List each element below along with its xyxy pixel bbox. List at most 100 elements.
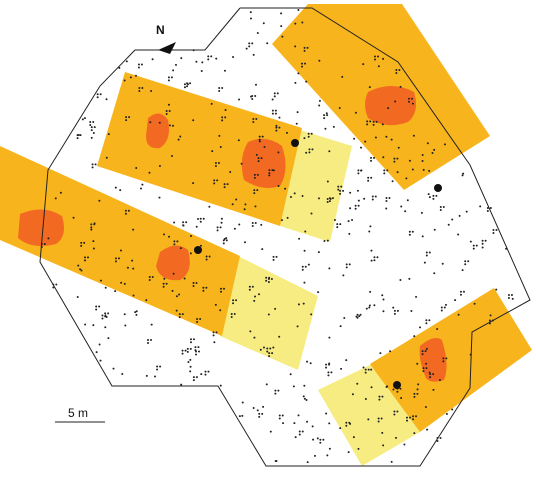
find bbox=[273, 92, 276, 95]
find bbox=[202, 217, 205, 220]
find bbox=[262, 22, 265, 25]
find bbox=[265, 276, 268, 279]
find bbox=[305, 399, 308, 402]
find bbox=[271, 109, 274, 112]
find bbox=[232, 299, 235, 302]
find bbox=[237, 139, 240, 142]
find bbox=[298, 433, 301, 436]
find bbox=[254, 95, 257, 98]
find bbox=[413, 432, 416, 435]
find bbox=[364, 140, 367, 143]
find bbox=[92, 240, 95, 243]
find bbox=[399, 279, 402, 282]
find bbox=[381, 294, 384, 297]
find bbox=[289, 373, 292, 376]
find bbox=[306, 420, 309, 423]
find bbox=[253, 176, 256, 179]
find bbox=[433, 148, 436, 151]
find bbox=[431, 151, 434, 154]
find bbox=[354, 204, 357, 207]
find bbox=[181, 352, 184, 355]
find bbox=[289, 196, 292, 199]
find bbox=[189, 338, 192, 341]
find bbox=[364, 371, 367, 374]
find bbox=[426, 142, 429, 145]
find bbox=[421, 235, 424, 238]
find bbox=[186, 347, 189, 350]
find bbox=[179, 135, 182, 138]
find bbox=[187, 360, 190, 363]
find bbox=[385, 199, 388, 202]
pale-band bbox=[280, 130, 352, 242]
find bbox=[117, 257, 120, 260]
find bbox=[224, 108, 227, 111]
find bbox=[425, 322, 428, 325]
find bbox=[167, 103, 170, 106]
find bbox=[432, 194, 435, 197]
find bbox=[445, 413, 448, 416]
find bbox=[210, 55, 213, 58]
find bbox=[272, 169, 275, 172]
find bbox=[248, 42, 251, 45]
find bbox=[251, 285, 254, 288]
find bbox=[422, 367, 425, 370]
find bbox=[107, 337, 110, 340]
find bbox=[409, 416, 412, 419]
find bbox=[202, 289, 205, 292]
find bbox=[370, 176, 373, 179]
find bbox=[386, 169, 389, 172]
find bbox=[294, 436, 297, 439]
find bbox=[268, 276, 271, 279]
find bbox=[303, 281, 306, 284]
find bbox=[220, 217, 223, 220]
find bbox=[365, 307, 368, 310]
find bbox=[329, 198, 332, 201]
find bbox=[189, 358, 192, 361]
find bbox=[162, 285, 165, 288]
find bbox=[141, 183, 144, 186]
find bbox=[373, 304, 376, 307]
find bbox=[372, 123, 375, 126]
find bbox=[192, 376, 195, 379]
find bbox=[371, 195, 374, 198]
find bbox=[328, 362, 331, 365]
find bbox=[313, 454, 316, 457]
find bbox=[369, 120, 372, 123]
find bbox=[185, 221, 188, 224]
find bbox=[258, 293, 261, 296]
find bbox=[77, 264, 80, 267]
find bbox=[326, 114, 329, 117]
find bbox=[105, 98, 108, 101]
find bbox=[92, 324, 95, 327]
find bbox=[99, 279, 102, 282]
find bbox=[373, 256, 376, 259]
find bbox=[317, 251, 320, 254]
find bbox=[339, 325, 342, 328]
find bbox=[170, 76, 173, 79]
find bbox=[258, 412, 261, 415]
find bbox=[272, 255, 275, 258]
find bbox=[255, 153, 258, 156]
find bbox=[175, 295, 178, 298]
find bbox=[240, 162, 243, 165]
find bbox=[375, 120, 378, 123]
find bbox=[257, 160, 260, 163]
find bbox=[83, 241, 86, 244]
find bbox=[184, 349, 187, 352]
find bbox=[416, 362, 419, 365]
find bbox=[212, 334, 215, 337]
find bbox=[214, 164, 217, 167]
find bbox=[223, 69, 226, 72]
find bbox=[52, 286, 55, 289]
find bbox=[132, 294, 135, 297]
find bbox=[252, 407, 255, 410]
find bbox=[393, 410, 396, 413]
find bbox=[196, 320, 199, 323]
find bbox=[385, 196, 388, 199]
hearth bbox=[156, 245, 190, 281]
find bbox=[258, 135, 261, 138]
find bbox=[145, 374, 148, 377]
find bbox=[141, 86, 144, 89]
find bbox=[441, 262, 444, 265]
find bbox=[379, 352, 382, 355]
